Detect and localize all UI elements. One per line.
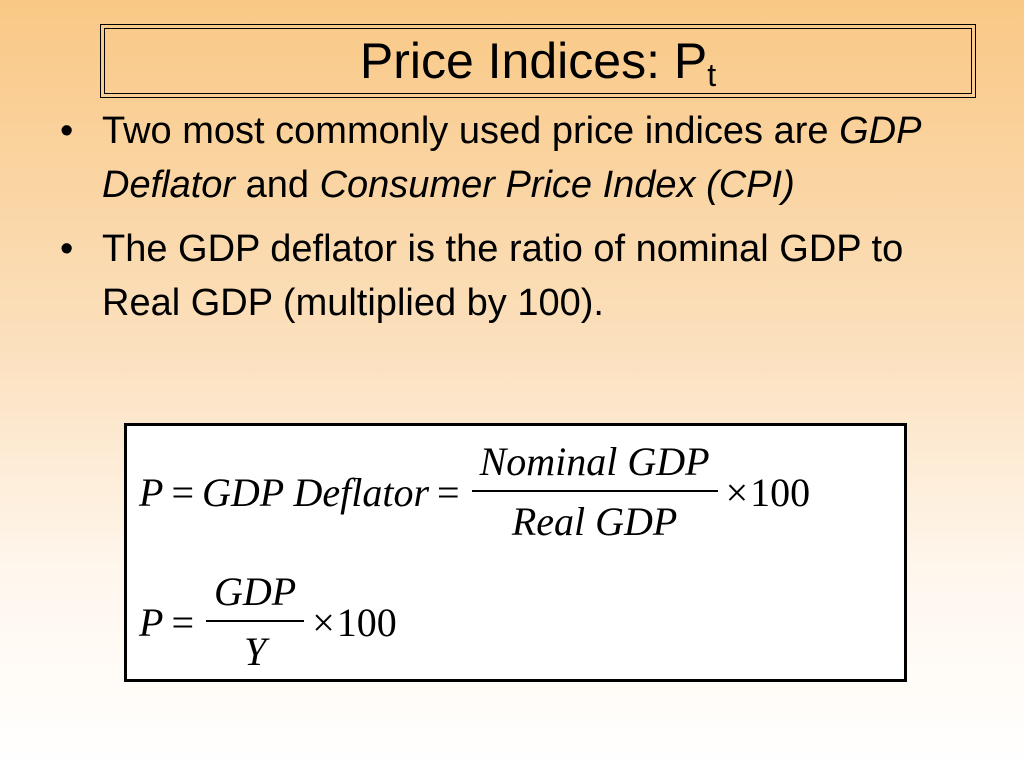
formula-middle-term: GDP Deflator [202,469,430,515]
bullet-item-2: • The GDP deflator is the ratio of nomin… [60,222,920,330]
fraction: GDP Y [206,569,305,674]
fraction-bar [471,490,718,492]
fraction-numerator: Nominal GDP [479,439,710,484]
fraction-numerator: GDP [214,569,297,614]
title-subscript: t [707,57,717,93]
fraction-denominator: Real GDP [511,499,678,544]
formula-box: P = GDP Deflator = Nominal GDP Real GDP … [124,423,907,682]
bullet-text-part: The GDP deflator is the ratio of nominal… [102,228,904,324]
formula-gdp-over-y: P = GDP Y × 100 [139,570,397,674]
formula-lhs: P [139,469,164,515]
formula-lhs: P [139,599,164,645]
equals-sign: = [171,469,194,515]
times-sign: × [312,599,335,645]
fraction-bar [206,620,305,622]
title-text: Price Indices: P [359,33,708,89]
bullet-text-cpi: Consumer Price Index (CPI) [319,164,795,206]
equals-sign: = [171,599,194,645]
bullet-marker: • [60,228,74,270]
bullet-marker: • [60,110,74,152]
bullet-text-part: and [235,164,320,206]
formula-factor: 100 [336,599,397,645]
times-sign: × [725,469,749,515]
bullet-list: • Two most commonly used price indices a… [60,104,920,340]
bullet-text-part: Two most commonly used price indices are [102,110,840,152]
bullet-item-1: • Two most commonly used price indices a… [60,104,920,212]
equals-sign: = [437,469,460,515]
bullet-text-gdp-deflator: GDP Deflator [102,110,921,206]
formula-factor: 100 [750,469,811,515]
formula-gdp-deflator: P = GDP Deflator = Nominal GDP Real GDP … [139,440,810,544]
fraction-denominator: Y [243,629,267,674]
fraction: Nominal GDP Real GDP [471,439,718,544]
